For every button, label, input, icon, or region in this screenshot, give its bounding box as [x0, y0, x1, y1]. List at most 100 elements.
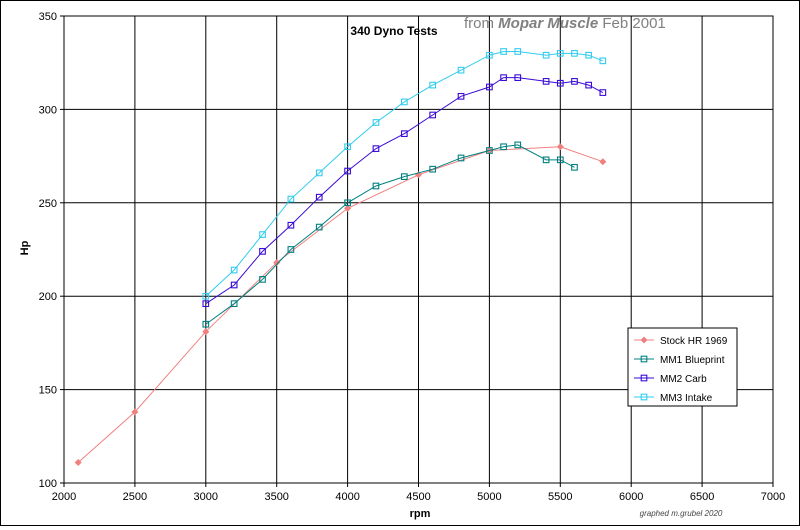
data-point [599, 158, 607, 166]
data-point [315, 193, 323, 201]
legend-swatch-marker [640, 355, 648, 363]
data-point [429, 111, 437, 119]
data-point [344, 143, 351, 151]
subtitle-source: Mopar Muscle [498, 15, 598, 32]
chart-subtitle: from Mopar Muscle Feb 2001 [464, 15, 666, 32]
subtitle-date: Feb 2001 [598, 15, 666, 32]
data-point [457, 66, 465, 74]
data-point [542, 51, 550, 59]
data-point [230, 300, 238, 308]
data-point [500, 74, 507, 81]
data-point [571, 50, 578, 57]
data-point [457, 92, 465, 100]
data-point [372, 119, 380, 126]
y-tick-label: 100 [39, 478, 57, 490]
data-point [486, 147, 493, 154]
chart-title: 340 Dyno Tests [350, 24, 437, 38]
x-tick-label: 3500 [264, 491, 288, 503]
data-point [500, 143, 507, 151]
data-point [230, 266, 238, 274]
data-point [259, 276, 266, 283]
data-point [202, 292, 210, 300]
y-tick-label: 300 [39, 104, 57, 116]
legend-swatch-marker [640, 393, 648, 401]
data-point [202, 320, 210, 328]
data-point [400, 130, 408, 138]
data-point [514, 141, 522, 149]
data-point [457, 154, 465, 162]
data-point [400, 173, 408, 180]
legend-label: MM1 Blueprint [660, 355, 725, 366]
data-point [429, 81, 437, 89]
x-tick-label: 6500 [690, 491, 714, 503]
series-3 [202, 74, 607, 308]
data-point [556, 143, 564, 151]
y-tick-label: 250 [39, 198, 57, 210]
data-point [400, 98, 408, 106]
data-point [315, 223, 323, 231]
data-point [486, 51, 493, 59]
data-point [542, 78, 550, 85]
data-point [585, 81, 593, 89]
series-4 [202, 48, 607, 300]
legend-swatch-marker [640, 374, 648, 382]
data-point [599, 89, 607, 96]
data-point [556, 79, 564, 87]
x-tick-label: 2500 [123, 491, 147, 503]
data-point [344, 199, 351, 207]
gridlines [63, 15, 774, 484]
legend-label: Stock HR 1969 [660, 336, 728, 347]
data-point [74, 458, 82, 466]
series-line [205, 144, 575, 325]
data-point [273, 259, 281, 267]
y-axis-ticks: 100 150 200 250 300 350 [39, 11, 64, 490]
data-point [556, 156, 564, 164]
legend-item: MM1 Blueprint [634, 355, 725, 366]
data-point [556, 50, 564, 57]
data-point [585, 51, 593, 59]
x-tick-label: 4000 [335, 491, 359, 503]
x-tick-label: 4500 [406, 491, 430, 503]
data-point [599, 57, 607, 65]
series-2 [202, 141, 578, 328]
x-axis-label: rpm [410, 508, 431, 520]
data-point [230, 281, 238, 289]
x-tick-label: 5000 [477, 491, 501, 503]
y-axis-label: Hp [19, 240, 31, 255]
data-point [514, 74, 522, 81]
y-tick-label: 200 [39, 291, 57, 303]
legend-label: MM2 Carb [660, 374, 707, 385]
x-tick-label: 5500 [548, 491, 572, 503]
data-point [500, 48, 507, 55]
y-tick-label: 350 [39, 11, 57, 23]
data-point [542, 156, 550, 164]
data-point [287, 195, 295, 203]
data-point [344, 204, 352, 212]
series-group [74, 48, 607, 466]
legend-label: MM3 Intake [660, 393, 713, 404]
legend-swatch-marker [640, 336, 648, 344]
data-point [315, 169, 323, 177]
data-point [372, 145, 380, 152]
x-tick-label: 3000 [194, 491, 218, 503]
data-point [287, 221, 295, 229]
data-point [514, 48, 522, 55]
x-axis-ticks: 2000 2500 3000 3500 4000 4500 5000 5500 6000 6500… [52, 483, 785, 503]
data-point [131, 408, 139, 416]
x-tick-label: 2000 [52, 491, 76, 503]
legend: Stock HR 1969 MM1 Blueprint MM2 Carb MM3 In… [627, 327, 738, 407]
x-tick-label: 6000 [619, 491, 643, 503]
y-tick-label: 150 [39, 385, 57, 397]
subtitle-from: from [464, 15, 498, 32]
data-point [259, 231, 266, 238]
x-tick-label: 7000 [761, 491, 785, 503]
data-point [344, 167, 351, 175]
credit-text: graphed m.grubel 2020 [640, 509, 723, 518]
data-point [202, 328, 210, 336]
data-point [486, 83, 493, 91]
data-point [287, 246, 295, 253]
data-point [571, 78, 578, 85]
data-point [372, 182, 380, 190]
